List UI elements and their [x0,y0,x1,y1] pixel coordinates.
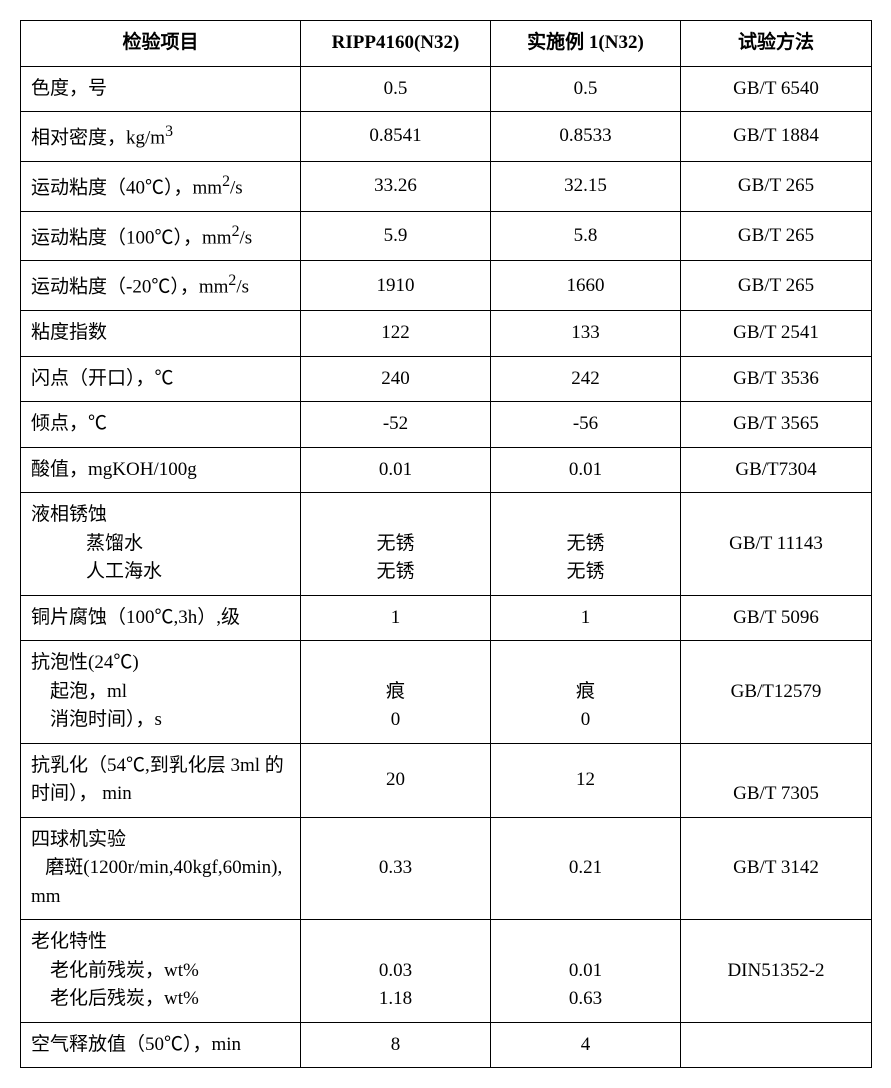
cell-test-method: GB/T 1884 [681,112,872,162]
header-example-1: 实施例 1(N32) [491,21,681,67]
header-ripp4160: RIPP4160(N32) [301,21,491,67]
cell-test-method: GB/T 3536 [681,356,872,402]
cell-test-method: GB/T 7305 [681,743,872,817]
table-row: 运动粘度（40℃），mm2/s33.2632.15GB/T 265 [21,161,872,211]
cell-inspection-item: 空气释放值（50℃），min [21,1022,301,1068]
table-row: 运动粘度（-20℃），mm2/s19101660GB/T 265 [21,261,872,311]
cell-ripp4160-value: 8 [301,1022,491,1068]
table-row: 粘度指数122133GB/T 2541 [21,311,872,357]
cell-test-method: GB/T 3565 [681,402,872,448]
table-row: 抗乳化（54℃,到乳化层 3ml 的时间）， min2012GB/T 7305 [21,743,872,817]
cell-example-1-value: 0.8533 [491,112,681,162]
cell-ripp4160-value: 0.03 1.18 [301,920,491,1023]
cell-ripp4160-value: 0.01 [301,447,491,493]
cell-inspection-item: 闪点（开口），℃ [21,356,301,402]
cell-test-method: GB/T 265 [681,161,872,211]
cell-example-1-value: 5.8 [491,211,681,261]
cell-ripp4160-value: 20 [301,743,491,817]
cell-example-1-value: 0.01 0.63 [491,920,681,1023]
cell-example-1-value: -56 [491,402,681,448]
cell-ripp4160-value: 5.9 [301,211,491,261]
table-header-row: 检验项目 RIPP4160(N32) 实施例 1(N32) 试验方法 [21,21,872,67]
cell-example-1-value: 12 [491,743,681,817]
cell-example-1-value: 242 [491,356,681,402]
cell-inspection-item: 倾点，℃ [21,402,301,448]
table-row: 抗泡性(24℃) 起泡，ml 消泡时间），s 痕 0 痕 0GB/T12579 [21,641,872,744]
cell-inspection-item: 抗乳化（54℃,到乳化层 3ml 的时间）， min [21,743,301,817]
table-row: 酸值，mgKOH/100g0.010.01GB/T7304 [21,447,872,493]
cell-inspection-item: 铜片腐蚀（100℃,3h）,级 [21,595,301,641]
cell-ripp4160-value: 122 [301,311,491,357]
cell-test-method: GB/T 11143 [681,493,872,596]
cell-ripp4160-value: 1910 [301,261,491,311]
header-inspection-item: 检验项目 [21,21,301,67]
cell-ripp4160-value: -52 [301,402,491,448]
cell-example-1-value: 0.5 [491,66,681,112]
cell-test-method: GB/T12579 [681,641,872,744]
cell-example-1-value: 0.21 [491,817,681,920]
table-row: 色度，号0.50.5GB/T 6540 [21,66,872,112]
cell-example-1-value: 0.01 [491,447,681,493]
results-table: 检验项目 RIPP4160(N32) 实施例 1(N32) 试验方法 色度，号0… [20,20,872,1068]
cell-test-method [681,1022,872,1068]
cell-example-1-value: 1660 [491,261,681,311]
cell-ripp4160-value: 33.26 [301,161,491,211]
cell-ripp4160-value: 0.8541 [301,112,491,162]
cell-inspection-item: 运动粘度（100℃），mm2/s [21,211,301,261]
table-row: 运动粘度（100℃），mm2/s5.95.8GB/T 265 [21,211,872,261]
cell-inspection-item: 四球机实验 磨斑(1200r/min,40kgf,60min),mm [21,817,301,920]
cell-inspection-item: 液相锈蚀蒸馏水人工海水 [21,493,301,596]
cell-example-1-value: 133 [491,311,681,357]
cell-inspection-item: 粘度指数 [21,311,301,357]
table-row: 四球机实验 磨斑(1200r/min,40kgf,60min),mm0.330.… [21,817,872,920]
table-row: 空气释放值（50℃），min84 [21,1022,872,1068]
cell-inspection-item: 相对密度，kg/m3 [21,112,301,162]
cell-inspection-item: 酸值，mgKOH/100g [21,447,301,493]
cell-example-1-value: 痕 0 [491,641,681,744]
cell-test-method: GB/T 2541 [681,311,872,357]
cell-test-method: GB/T 265 [681,211,872,261]
cell-test-method: GB/T 265 [681,261,872,311]
table-row: 铜片腐蚀（100℃,3h）,级11GB/T 5096 [21,595,872,641]
cell-test-method: GB/T 6540 [681,66,872,112]
cell-example-1-value: 4 [491,1022,681,1068]
table-row: 相对密度，kg/m30.85410.8533GB/T 1884 [21,112,872,162]
cell-ripp4160-value: 240 [301,356,491,402]
table-row: 老化特性 老化前残炭，wt% 老化后残炭，wt% 0.03 1.18 0.01 … [21,920,872,1023]
cell-test-method: GB/T7304 [681,447,872,493]
header-test-method: 试验方法 [681,21,872,67]
table-row: 倾点，℃-52-56GB/T 3565 [21,402,872,448]
cell-inspection-item: 运动粘度（-20℃），mm2/s [21,261,301,311]
table-row: 液相锈蚀蒸馏水人工海水 无锈 无锈 无锈 无锈GB/T 11143 [21,493,872,596]
cell-inspection-item: 运动粘度（40℃），mm2/s [21,161,301,211]
cell-test-method: GB/T 5096 [681,595,872,641]
cell-inspection-item: 老化特性 老化前残炭，wt% 老化后残炭，wt% [21,920,301,1023]
cell-inspection-item: 色度，号 [21,66,301,112]
table-row: 闪点（开口），℃240242GB/T 3536 [21,356,872,402]
cell-inspection-item: 抗泡性(24℃) 起泡，ml 消泡时间），s [21,641,301,744]
cell-ripp4160-value: 1 [301,595,491,641]
cell-ripp4160-value: 0.5 [301,66,491,112]
cell-ripp4160-value: 痕 0 [301,641,491,744]
cell-ripp4160-value: 0.33 [301,817,491,920]
cell-example-1-value: 1 [491,595,681,641]
cell-ripp4160-value: 无锈 无锈 [301,493,491,596]
cell-test-method: DIN51352-2 [681,920,872,1023]
cell-example-1-value: 无锈 无锈 [491,493,681,596]
cell-example-1-value: 32.15 [491,161,681,211]
cell-test-method: GB/T 3142 [681,817,872,920]
